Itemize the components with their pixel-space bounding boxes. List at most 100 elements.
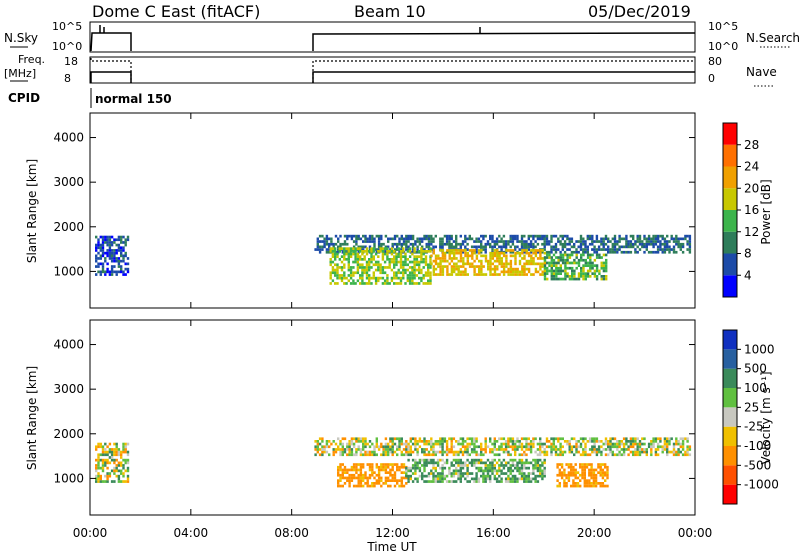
heatmap-cell [352, 240, 356, 243]
heatmap-cell [516, 273, 519, 276]
heatmap-cell [496, 251, 499, 255]
heatmap-cell [550, 269, 553, 273]
heatmap-cell [446, 265, 449, 268]
heatmap-cell [371, 468, 374, 472]
heatmap-cell [480, 466, 483, 470]
heatmap-cell [607, 442, 610, 446]
heatmap-cell [384, 445, 388, 449]
heatmap-cell [350, 476, 354, 480]
heatmap-cell [126, 257, 130, 260]
heatmap-cell [661, 242, 664, 246]
heatmap-cell [450, 461, 453, 465]
heatmap-cell [679, 245, 682, 249]
heatmap-cell [126, 469, 130, 473]
heatmap-cell [395, 276, 398, 280]
heatmap-cell [400, 437, 403, 441]
heatmap-cell [518, 248, 521, 251]
heatmap-cell [375, 473, 378, 477]
heatmap-cell [377, 240, 381, 243]
heatmap-cell [541, 237, 544, 241]
heatmap-cell [575, 266, 578, 270]
heatmap-cell [679, 445, 682, 449]
heatmap-cell [502, 265, 506, 268]
heatmap-cell [466, 257, 469, 260]
heatmap-cell [396, 453, 399, 457]
heatmap-cell [106, 458, 109, 462]
heatmap-cell [352, 245, 356, 249]
heatmap-cell [414, 448, 417, 451]
heatmap-cell [482, 254, 485, 258]
heatmap-cell [543, 256, 547, 259]
heatmap-cell [550, 445, 553, 449]
nsearch-tick-top: 10^5 [708, 20, 738, 33]
heatmap-cell [124, 469, 127, 473]
heatmap-cell [625, 245, 628, 249]
heatmap-cell [606, 484, 609, 488]
heatmap-cell [591, 437, 594, 441]
heatmap-cell [507, 461, 510, 465]
heatmap-cell [373, 445, 376, 449]
heatmap-cell [432, 265, 435, 268]
heatmap-cell [386, 258, 389, 261]
heatmap-cell [559, 448, 562, 451]
heatmap-cell [643, 242, 646, 246]
heatmap-cell [321, 440, 324, 443]
heatmap-cell [656, 250, 660, 254]
heatmap-cell [496, 254, 499, 258]
heatmap-cell [656, 445, 660, 449]
heatmap-cell [677, 245, 680, 249]
heatmap-cell [532, 472, 535, 475]
heatmap-cell [502, 466, 506, 470]
heatmap-cell [509, 265, 513, 268]
heatmap-cell [520, 464, 524, 467]
heatmap-cell [441, 437, 444, 441]
heatmap-cell [491, 472, 494, 475]
heatmap-cell [343, 471, 347, 474]
heatmap-cell [536, 469, 540, 473]
heatmap-cell [464, 273, 467, 276]
heatmap-cell [396, 248, 399, 251]
heatmap-cell [445, 450, 449, 454]
heatmap-cell [521, 265, 524, 268]
heatmap-cell [359, 263, 362, 267]
heatmap-cell [573, 275, 576, 278]
heatmap-cell [434, 262, 438, 266]
heatmap-cell [536, 270, 540, 274]
heatmap-cell [504, 440, 508, 443]
heatmap-cell [101, 267, 105, 271]
heatmap-cell [666, 440, 669, 443]
heatmap-cell [388, 260, 391, 264]
heatmap-cell [666, 442, 669, 446]
heatmap-cell [504, 450, 508, 454]
date-title: 05/Dec/2019 [588, 2, 691, 21]
heatmap-cell [502, 251, 506, 255]
heatmap-cell [348, 445, 351, 449]
heatmap-cell [443, 265, 447, 268]
heatmap-cell [334, 247, 337, 250]
heatmap-cell [601, 484, 605, 488]
heatmap-cell [656, 437, 660, 441]
heatmap-cell [597, 445, 601, 449]
y-tick-label: 1000 [53, 264, 84, 278]
heatmap-cell [391, 463, 394, 466]
heatmap-cell [545, 437, 549, 441]
heatmap-cell [393, 276, 396, 280]
heatmap-cell [436, 458, 440, 462]
heatmap-cell [663, 437, 667, 441]
heatmap-cell [387, 453, 390, 457]
heatmap-cell [384, 245, 388, 249]
heatmap-cell [452, 472, 456, 475]
heatmap-cell [99, 235, 102, 239]
heatmap-cell [566, 440, 569, 443]
heatmap-cell [484, 254, 488, 258]
heatmap-cell [509, 445, 512, 449]
heatmap-cell [418, 263, 421, 267]
heatmap-cell [502, 437, 506, 441]
heatmap-cell [396, 245, 399, 249]
heatmap-cell [424, 271, 428, 275]
heatmap-cell [455, 262, 458, 266]
velocity-colorbar-label: Velocity [m s⁻¹] [759, 371, 773, 464]
heatmap-cell [122, 249, 125, 252]
heatmap-cell [413, 260, 416, 264]
colorbar-segment [723, 484, 737, 504]
